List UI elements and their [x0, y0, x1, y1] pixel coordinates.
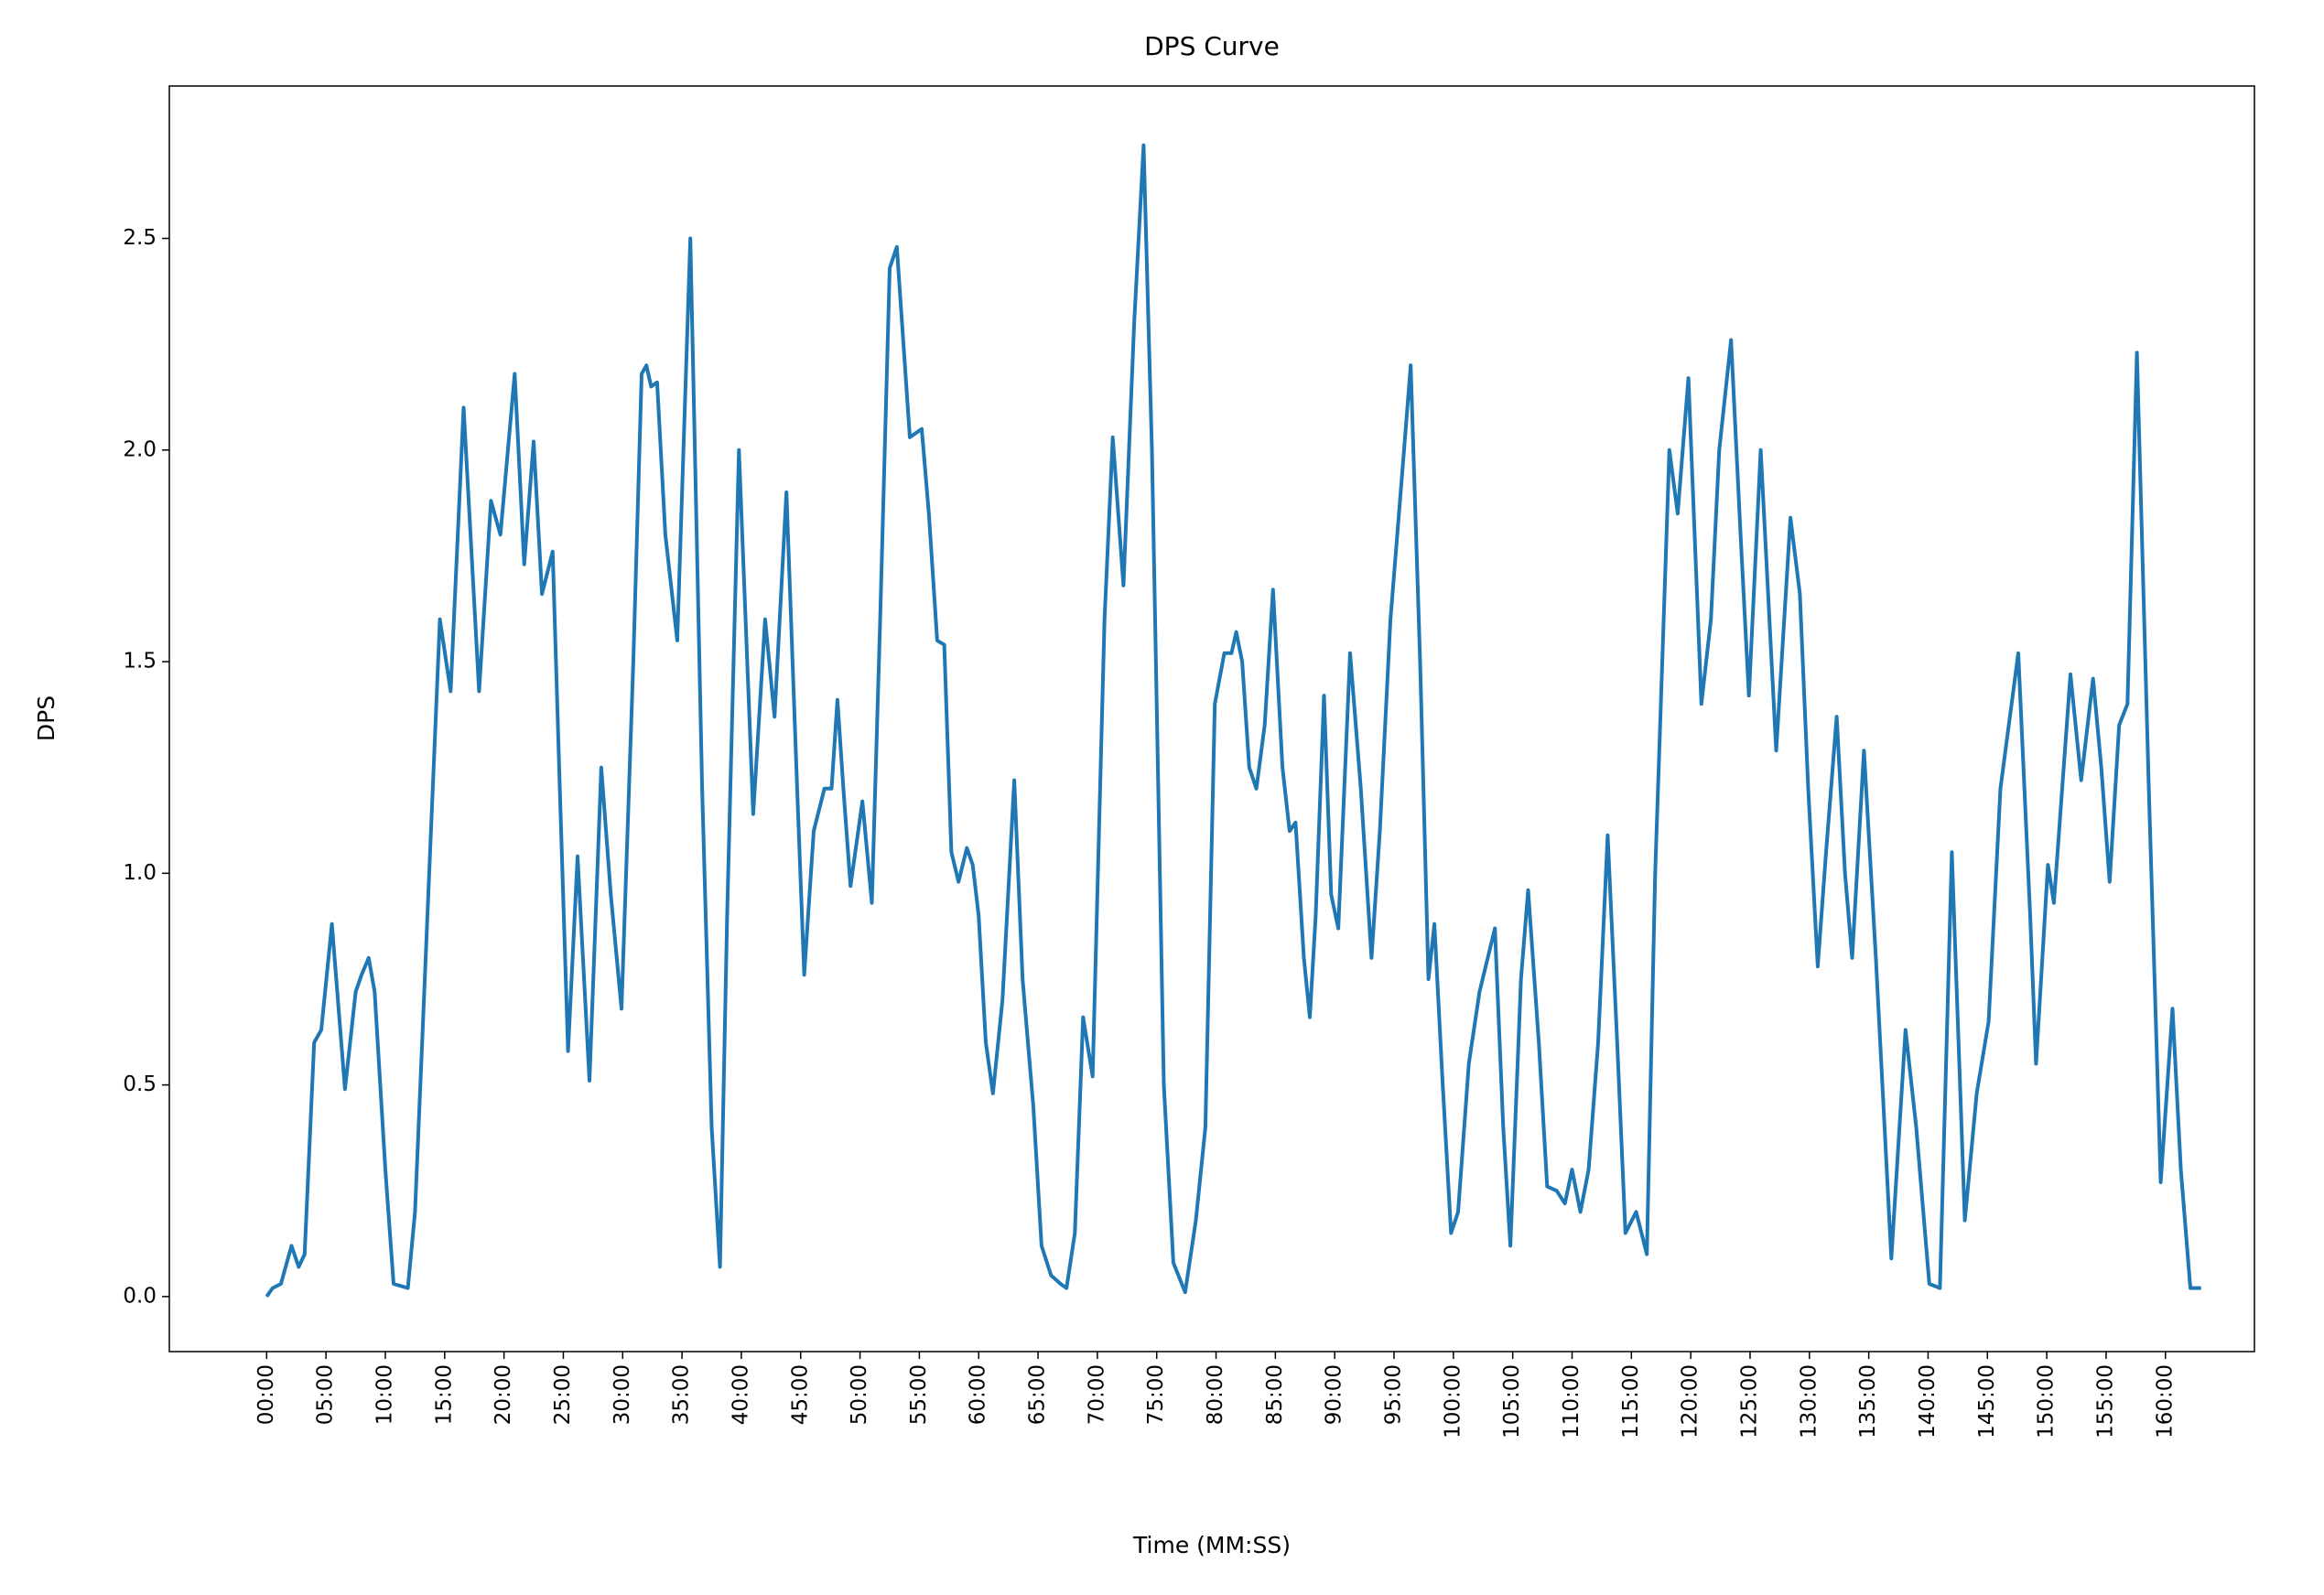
y-tick-label: 1.0: [123, 861, 157, 885]
x-tick-label: 15:00: [432, 1364, 456, 1425]
x-tick-label: 90:00: [1323, 1364, 1346, 1425]
x-axis-label: Time (MM:SS): [1132, 1532, 1291, 1558]
x-tick-label: 95:00: [1382, 1364, 1406, 1425]
data-line: [265, 143, 2201, 1299]
y-tick-label: 2.0: [123, 437, 157, 461]
y-tick-label: 0.0: [123, 1284, 157, 1308]
x-tick-label: 25:00: [551, 1364, 575, 1425]
x-tick-label: 100:00: [1441, 1364, 1465, 1439]
y-tick-label: 0.5: [123, 1072, 157, 1096]
x-tick-label: 20:00: [492, 1364, 515, 1425]
x-tick-label: 160:00: [2153, 1364, 2177, 1439]
x-tick-label: 135:00: [1856, 1364, 1880, 1439]
x-tick-label: 85:00: [1263, 1364, 1287, 1425]
x-tick-label: 50:00: [848, 1364, 871, 1425]
x-tick-label: 30:00: [611, 1364, 634, 1425]
x-tick-label: 45:00: [788, 1364, 812, 1425]
chart-title: DPS Curve: [1144, 31, 1280, 61]
y-tick-label: 1.5: [123, 650, 157, 674]
x-tick-label: 105:00: [1500, 1364, 1524, 1439]
x-tick-label: 40:00: [729, 1364, 752, 1425]
x-tick-label: 115:00: [1619, 1364, 1643, 1439]
x-tick-label: 65:00: [1026, 1364, 1050, 1425]
y-axis-label: DPS: [33, 695, 59, 741]
x-tick-label: 140:00: [1916, 1364, 1940, 1439]
x-tick-label: 145:00: [1975, 1364, 1999, 1439]
x-tick-label: 125:00: [1737, 1364, 1761, 1439]
x-tick-label: 75:00: [1144, 1364, 1168, 1425]
plot-frame: [168, 85, 2255, 1353]
x-tick-label: 80:00: [1204, 1364, 1227, 1425]
x-tick-label: 155:00: [2093, 1364, 2117, 1439]
x-tick-label: 110:00: [1560, 1364, 1584, 1439]
x-tick-label: 10:00: [373, 1364, 396, 1425]
x-tick-label: 05:00: [314, 1364, 338, 1425]
x-tick-label: 70:00: [1085, 1364, 1108, 1425]
x-tick-label: 55:00: [907, 1364, 931, 1425]
x-tick-label: 60:00: [967, 1364, 990, 1425]
x-tick-label: 130:00: [1797, 1364, 1821, 1439]
x-tick-label: 00:00: [254, 1364, 278, 1425]
x-tick-label: 120:00: [1679, 1364, 1702, 1439]
x-tick-label: 35:00: [670, 1364, 694, 1425]
y-tick-label: 2.5: [123, 226, 157, 250]
x-tick-label: 150:00: [2035, 1364, 2059, 1439]
